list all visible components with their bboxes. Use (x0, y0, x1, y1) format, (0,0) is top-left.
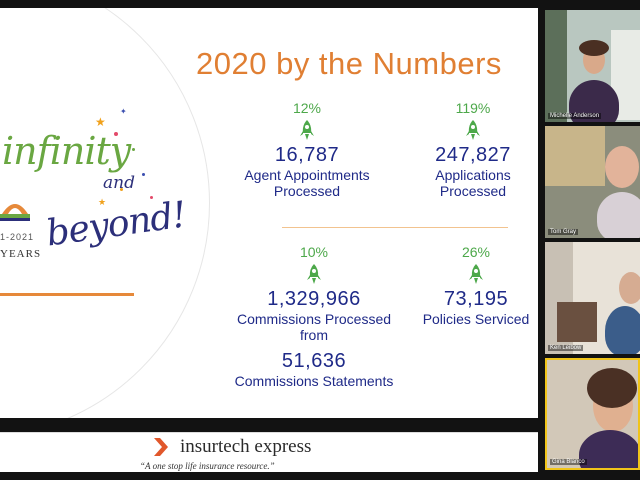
stat-percent: 12% (292, 100, 322, 116)
stat-value: 247,827 (435, 144, 511, 166)
stats-divider (282, 227, 508, 228)
stat-label-line: Policies Serviced (422, 311, 530, 327)
stat-label-line: Processed (439, 183, 507, 199)
stat-value: 73,195 (443, 288, 509, 310)
participant-name: Tom Gray (548, 229, 579, 235)
stat-commission-statements: 51,636 Commissions Statements (218, 350, 410, 389)
anniversary-logo (0, 204, 30, 221)
star-icon: ★ (95, 115, 106, 129)
star-icon: ★ (98, 197, 107, 207)
stat-label-line: Commissions Statements (234, 373, 394, 389)
stat-label-line: Applications (435, 167, 511, 183)
stat-label-line: Agent Appointments (244, 167, 370, 183)
confetti-dot (120, 188, 123, 191)
brand-tagline: “A one stop life insurance resource.” (140, 461, 275, 471)
theme-word-infinity: infinity (2, 129, 131, 173)
participant-name: Gina Blanco (550, 459, 587, 465)
participant-body (597, 192, 640, 238)
stat-value: 1,329,966 (267, 288, 361, 310)
shared-slide: ★ ✦ ★ infinity and beyond! 1-2021 YEARS … (0, 8, 538, 418)
decorative-rule (0, 293, 134, 296)
rocket-icon (466, 120, 480, 140)
slide-footer (0, 432, 538, 472)
stat-label-line: Commissions Processed (236, 311, 392, 327)
stat-commissions-processed: 10% 1,329,966 Commissions Processed from (222, 244, 406, 343)
participant-tile[interactable]: Michelle Anderson (545, 10, 640, 122)
participant-tile[interactable]: Tom Gray (545, 126, 640, 238)
confetti-dot (132, 148, 135, 151)
anniversary-years-label: YEARS (0, 248, 42, 260)
stat-agent-appointments: 12% 16,787 Agent Appointments Processed (222, 100, 392, 199)
rocket-icon (469, 264, 483, 284)
participant-name: Ken Leibow (548, 345, 584, 351)
brand-name: insurtech express (180, 436, 312, 457)
rocket-icon (307, 264, 321, 284)
rocket-icon (300, 120, 314, 140)
decorative-arc (0, 8, 210, 418)
confetti-dot (150, 196, 153, 199)
theme-word-and: and (103, 173, 135, 193)
stat-value: 51,636 (281, 350, 347, 372)
brand-chevron-icon (154, 438, 168, 456)
stat-policies-serviced: 26% 73,195 Policies Serviced (414, 244, 538, 327)
stat-applications: 119% 247,827 Applications Processed (410, 100, 536, 199)
stat-percent: 26% (461, 244, 491, 260)
participant-body (605, 306, 640, 354)
stat-label-line: from (300, 327, 328, 343)
participant-name: Michelle Anderson (548, 113, 602, 119)
participant-tile-active-speaker[interactable]: Gina Blanco (545, 358, 640, 470)
participant-tile[interactable]: Ken Leibow (545, 242, 640, 354)
star-icon: ✦ (120, 107, 127, 116)
stat-percent: 119% (455, 100, 491, 116)
participant-body (569, 80, 619, 122)
confetti-dot (114, 132, 118, 136)
confetti-dot (142, 173, 145, 176)
anniversary-dates: 1-2021 (0, 232, 35, 242)
participant-face (605, 146, 639, 188)
participant-body (579, 430, 638, 468)
stat-label-line: Processed (273, 183, 341, 199)
participant-face (619, 272, 640, 304)
stat-value: 16,787 (274, 144, 340, 166)
stat-percent: 10% (299, 244, 329, 260)
slide-title: 2020 by the Numbers (196, 46, 502, 81)
